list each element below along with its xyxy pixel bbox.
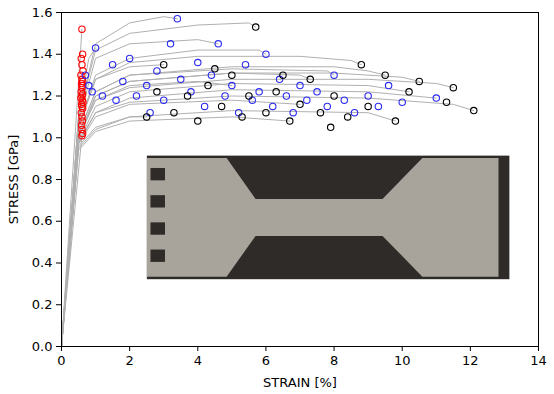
svg-text:4: 4 xyxy=(194,353,202,368)
svg-text:10: 10 xyxy=(394,353,411,368)
svg-text:0.2: 0.2 xyxy=(32,297,53,312)
svg-text:1.0: 1.0 xyxy=(32,130,53,145)
svg-text:0.6: 0.6 xyxy=(32,213,53,228)
svg-text:0.4: 0.4 xyxy=(32,255,53,270)
svg-text:0.8: 0.8 xyxy=(32,172,53,187)
svg-text:0.0: 0.0 xyxy=(32,339,53,354)
svg-text:12: 12 xyxy=(462,353,479,368)
svg-text:6: 6 xyxy=(262,353,270,368)
svg-text:1.4: 1.4 xyxy=(32,46,53,61)
svg-text:1.6: 1.6 xyxy=(32,5,53,20)
svg-text:8: 8 xyxy=(330,353,338,368)
svg-text:STRESS [GPa]: STRESS [GPa] xyxy=(6,135,21,225)
svg-text:1.2: 1.2 xyxy=(32,88,53,103)
svg-text:14: 14 xyxy=(530,353,547,368)
svg-text:0: 0 xyxy=(57,353,65,368)
svg-text:STRAIN [%]: STRAIN [%] xyxy=(263,375,337,390)
svg-text:2: 2 xyxy=(126,353,134,368)
